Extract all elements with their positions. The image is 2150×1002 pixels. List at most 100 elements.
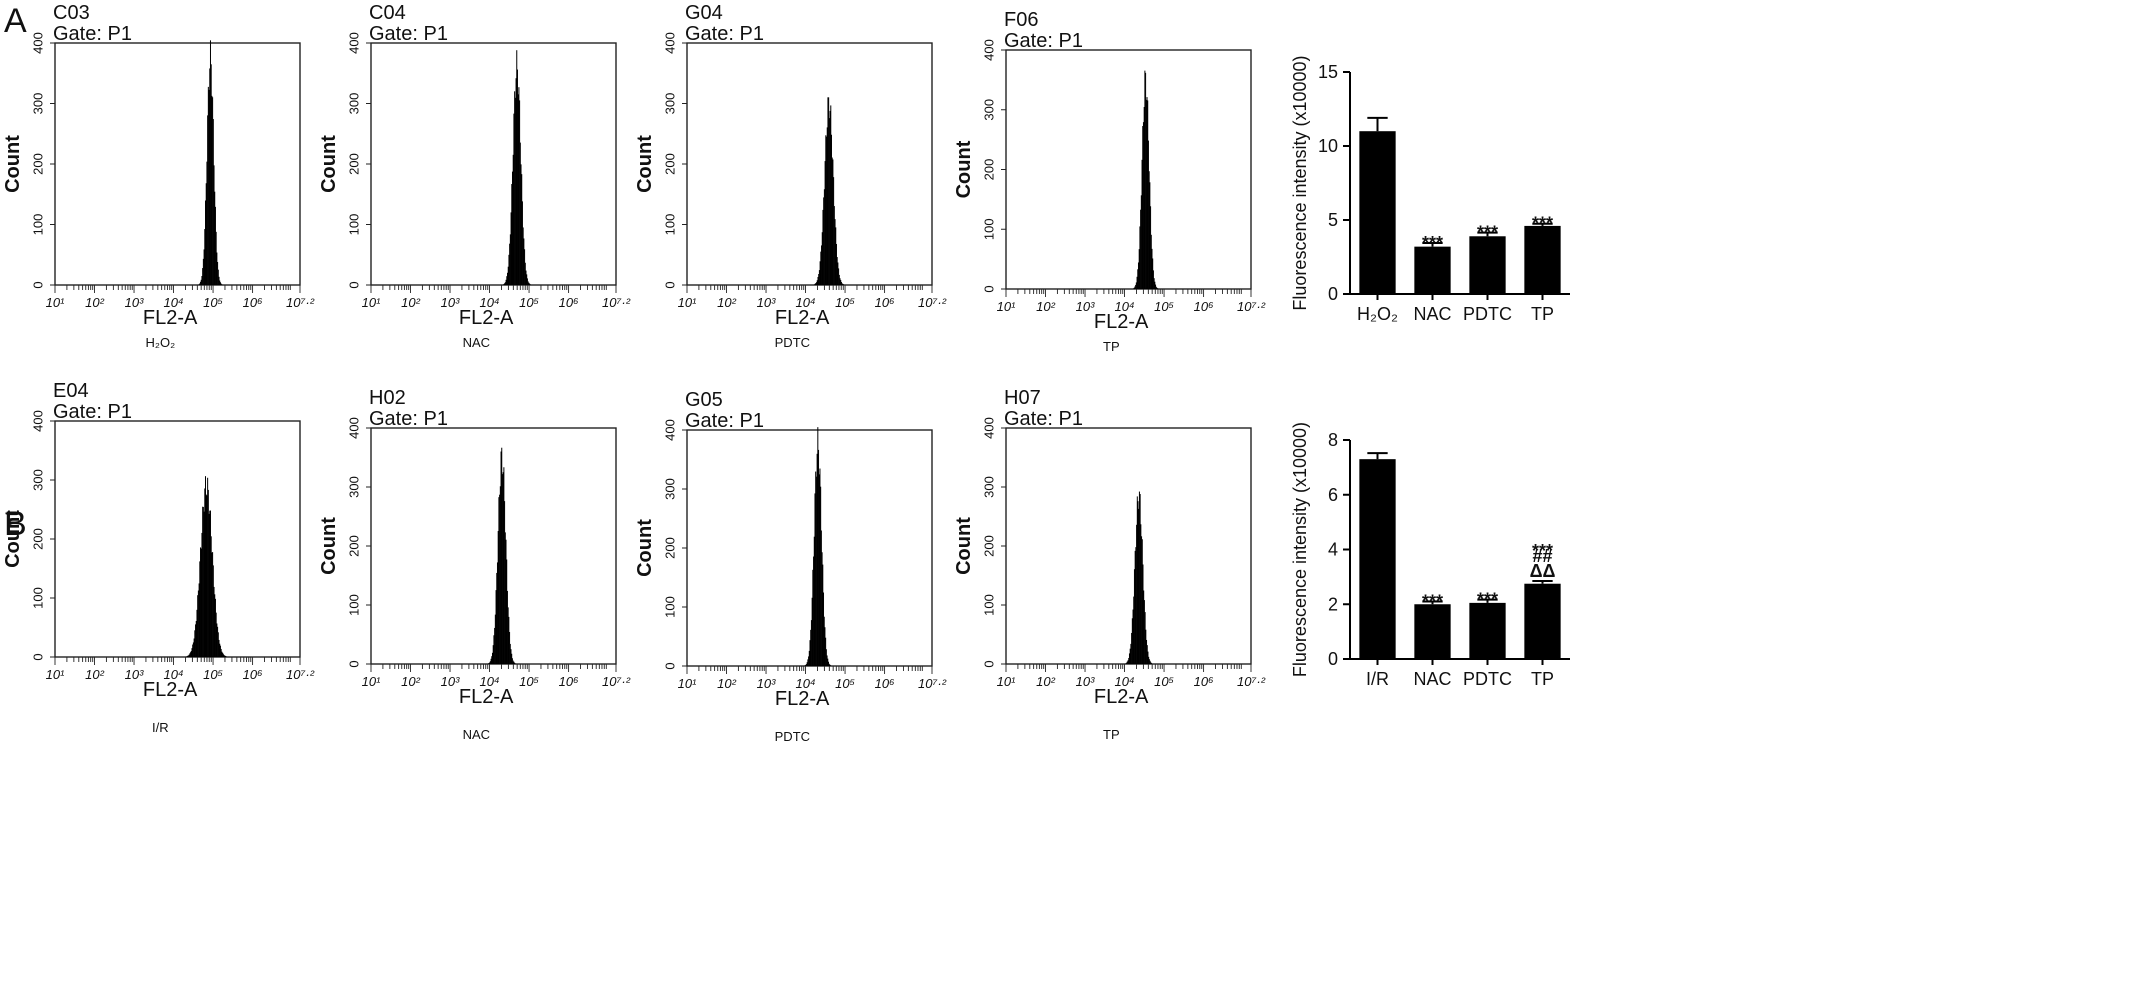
histogram-bin: [496, 572, 498, 664]
histogram-bin: [816, 280, 818, 285]
histogram-bin: [828, 97, 830, 285]
histogram-bin: [490, 658, 492, 664]
histogram-bin: [1145, 72, 1147, 289]
histogram-bin: [830, 665, 832, 666]
bar: [1524, 583, 1561, 659]
histogram-bin: [1150, 206, 1152, 289]
condition-label: PDTC: [775, 729, 810, 744]
histogram-bin: [214, 594, 216, 657]
histogram-bin: [200, 281, 202, 285]
histogram-bin: [1128, 657, 1130, 664]
histogram-bin: [200, 548, 202, 657]
histogram-bin: [198, 583, 200, 657]
histogram-bin: [516, 50, 518, 286]
histogram-bin: [1129, 648, 1131, 664]
histogram-bin: [210, 64, 212, 286]
histogram-bin: [504, 501, 506, 664]
histogram-bin: [818, 270, 820, 285]
histogram-bin: [829, 110, 831, 285]
y-axis-label: Fluorescence intensity (x10000): [1290, 422, 1310, 677]
condition-label: PDTC: [775, 335, 810, 350]
histogram-bin: [211, 552, 213, 657]
bar: [1414, 604, 1451, 659]
histogram-bin: [809, 640, 811, 666]
histogram-bin: [513, 113, 515, 285]
histogram-bin: [1143, 590, 1145, 664]
histogram-bin: [203, 511, 205, 657]
histogram-bin: [1139, 494, 1141, 664]
histogram-bin: [206, 495, 208, 657]
histogram-bin: [806, 662, 808, 666]
x-tick-label: 10⁴: [164, 667, 184, 682]
histogram-bin: [218, 276, 220, 285]
histogram-bin: [220, 648, 222, 657]
histogram-bin: [805, 664, 807, 666]
histogram-bin: [840, 281, 842, 285]
histogram-bin: [499, 494, 501, 664]
histogram-bin: [1151, 248, 1153, 289]
x-tick-label: 10¹: [46, 667, 65, 682]
histogram-bin: [833, 177, 835, 285]
y-tick-label: 100: [662, 596, 677, 618]
x-tick-label: 10⁴: [1115, 674, 1135, 689]
histogram-bin: [506, 559, 508, 664]
x-axis-label: FL2-A: [459, 686, 514, 708]
plot-frame: [686, 429, 933, 667]
x-tick-label: 10¹: [997, 674, 1016, 689]
histogram-bin: [202, 506, 204, 657]
histogram-bin: [205, 476, 207, 657]
sample-id: G04: [685, 2, 723, 24]
histogram-bin: [1142, 122, 1144, 289]
histogram-bin: [189, 653, 191, 657]
histogram-bin: [805, 664, 807, 666]
condition-label: NAC: [463, 727, 490, 742]
histogram-bin: [506, 590, 508, 664]
y-tick-label: 200: [981, 535, 996, 557]
histogram-bin: [191, 648, 193, 657]
plot-frame: [370, 427, 617, 665]
x-tick-label: 10¹: [362, 295, 381, 310]
histogram-bin: [1131, 632, 1133, 664]
x-tick-label: PDTC: [1463, 669, 1512, 689]
histogram-bin: [525, 270, 527, 285]
y-tick-label: 5: [1328, 210, 1338, 230]
bar: [1469, 602, 1506, 659]
histogram-bin: [1148, 656, 1150, 664]
histogram-bin: [491, 652, 493, 664]
histogram-bin: [818, 474, 820, 666]
x-tick-label: 10¹: [46, 295, 65, 310]
histogram-bin: [1126, 661, 1128, 664]
histogram-bin: [213, 165, 215, 285]
x-tick-label: 10⁴: [796, 676, 816, 691]
x-tick-label: 10⁵: [203, 295, 223, 310]
histogram-bin: [1133, 288, 1135, 289]
histogram-bin: [813, 284, 815, 285]
histogram-bin: [488, 662, 490, 664]
histogram-bin: [221, 651, 223, 657]
histogram-bin: [211, 95, 213, 285]
histogram-bin: [496, 562, 498, 664]
histogram-bin: [186, 656, 188, 657]
histogram-bin: [224, 655, 226, 657]
histogram-bin: [827, 97, 829, 285]
x-axis-label: FL2-A: [775, 307, 830, 329]
histogram-bin: [212, 119, 214, 286]
histogram-bin: [207, 115, 209, 285]
x-tick-label: 10¹: [997, 299, 1016, 314]
histogram-bin: [217, 261, 219, 285]
histogram-bin: [511, 658, 513, 664]
histogram-bin: [1133, 596, 1135, 664]
histogram-bin: [519, 100, 521, 286]
x-tick-label: 10⁵: [835, 295, 855, 310]
histogram-bin: [509, 643, 511, 664]
histogram-bin: [515, 78, 517, 286]
y-tick-label: 300: [30, 469, 45, 491]
histogram-bin: [197, 590, 199, 657]
histogram-bin: [213, 586, 215, 657]
histogram-bin: [1134, 550, 1136, 664]
histogram-bin: [210, 536, 212, 657]
histogram-bin: [1136, 524, 1138, 664]
x-axis-label: FL2-A: [143, 679, 198, 701]
